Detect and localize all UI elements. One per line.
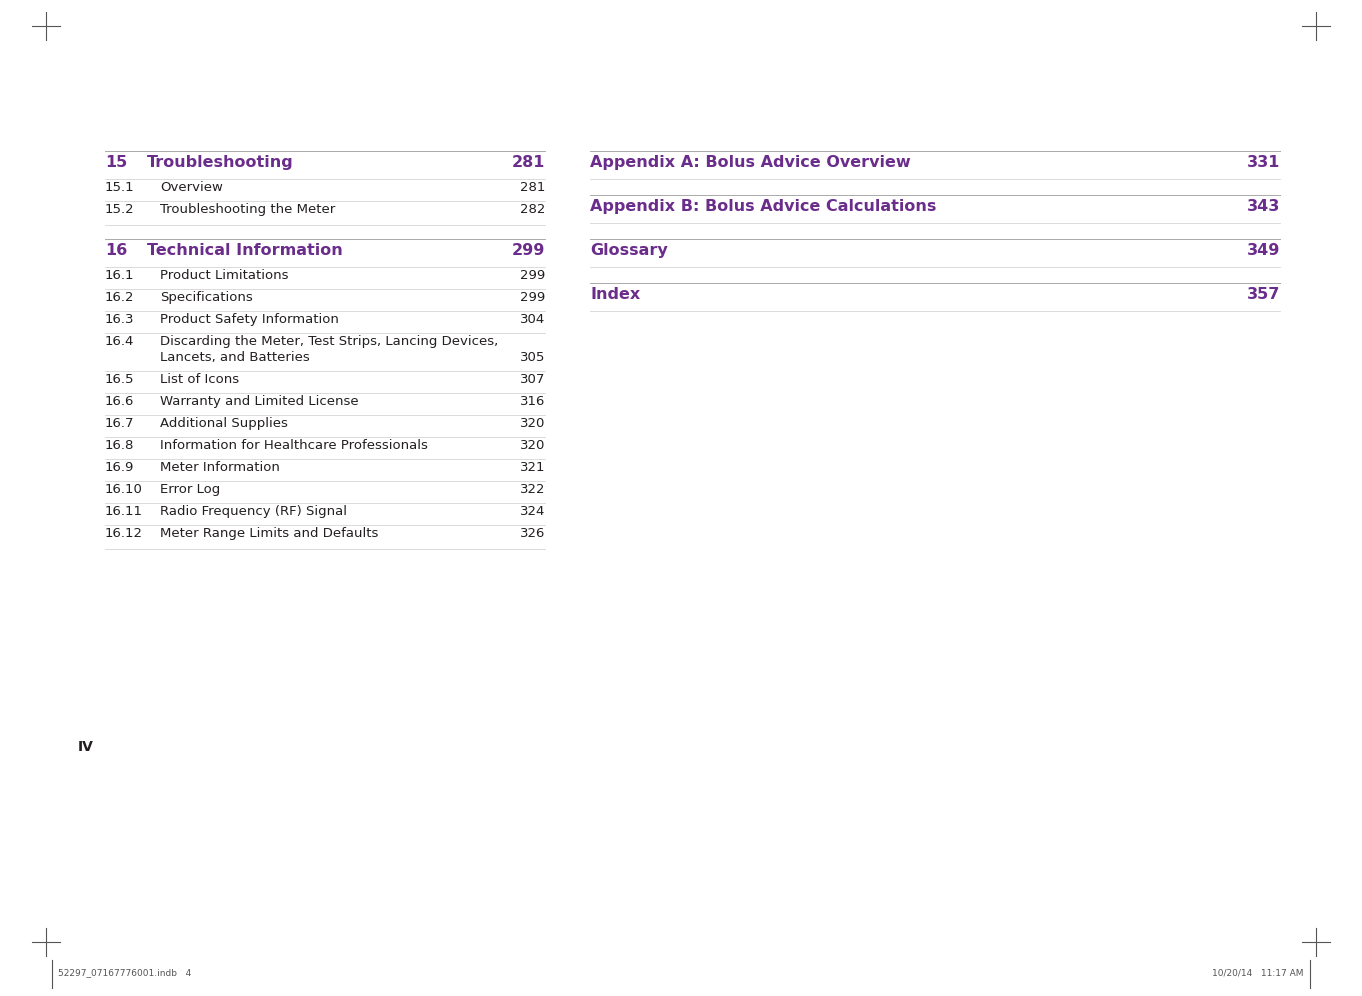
Text: 16.4: 16.4 — [105, 335, 135, 348]
Text: 16.12: 16.12 — [105, 527, 143, 540]
Text: 299: 299 — [520, 269, 545, 282]
Text: 15: 15 — [105, 155, 127, 170]
Text: Troubleshooting: Troubleshooting — [147, 155, 294, 170]
Text: 52297_07167776001.indb   4: 52297_07167776001.indb 4 — [59, 968, 191, 977]
Text: Appendix B: Bolus Advice Calculations: Appendix B: Bolus Advice Calculations — [590, 199, 937, 214]
Text: 16.11: 16.11 — [105, 505, 143, 518]
Text: 299: 299 — [520, 291, 545, 304]
Text: 281: 281 — [512, 155, 545, 170]
Text: 320: 320 — [520, 417, 545, 430]
Text: 349: 349 — [1246, 243, 1280, 258]
Text: 16.5: 16.5 — [105, 373, 135, 386]
Text: 16.3: 16.3 — [105, 313, 135, 326]
Text: 281: 281 — [520, 181, 545, 194]
Text: Information for Healthcare Professionals: Information for Healthcare Professionals — [159, 439, 428, 452]
Text: 321: 321 — [519, 461, 545, 474]
Text: 324: 324 — [520, 505, 545, 518]
Text: Product Safety Information: Product Safety Information — [159, 313, 339, 326]
Text: 307: 307 — [520, 373, 545, 386]
Text: 16.9: 16.9 — [105, 461, 135, 474]
Text: 331: 331 — [1246, 155, 1280, 170]
Text: 15.2: 15.2 — [105, 203, 135, 216]
Text: 305: 305 — [520, 351, 545, 364]
Text: 16.2: 16.2 — [105, 291, 135, 304]
Text: 357: 357 — [1246, 287, 1280, 302]
Text: 320: 320 — [520, 439, 545, 452]
Text: 322: 322 — [519, 483, 545, 496]
Text: 16.10: 16.10 — [105, 483, 143, 496]
Text: Lancets, and Batteries: Lancets, and Batteries — [159, 351, 309, 364]
Text: 10/20/14   11:17 AM: 10/20/14 11:17 AM — [1212, 968, 1303, 977]
Text: Appendix A: Bolus Advice Overview: Appendix A: Bolus Advice Overview — [590, 155, 911, 170]
Text: 16.7: 16.7 — [105, 417, 135, 430]
Text: 299: 299 — [512, 243, 545, 258]
Text: Error Log: Error Log — [159, 483, 221, 496]
Text: Troubleshooting the Meter: Troubleshooting the Meter — [159, 203, 335, 216]
Text: 16: 16 — [105, 243, 127, 258]
Text: 16.1: 16.1 — [105, 269, 135, 282]
Text: 16.8: 16.8 — [105, 439, 135, 452]
Text: Warranty and Limited License: Warranty and Limited License — [159, 395, 358, 408]
Text: 343: 343 — [1246, 199, 1280, 214]
Text: Technical Information: Technical Information — [147, 243, 343, 258]
Text: 282: 282 — [520, 203, 545, 216]
Text: 304: 304 — [520, 313, 545, 326]
Text: Discarding the Meter, Test Strips, Lancing Devices,: Discarding the Meter, Test Strips, Lanci… — [159, 335, 498, 348]
Text: Additional Supplies: Additional Supplies — [159, 417, 287, 430]
Text: Meter Information: Meter Information — [159, 461, 279, 474]
Text: Glossary: Glossary — [590, 243, 667, 258]
Text: 326: 326 — [520, 527, 545, 540]
Text: Radio Frequency (RF) Signal: Radio Frequency (RF) Signal — [159, 505, 347, 518]
Text: IV: IV — [78, 740, 94, 754]
Text: Index: Index — [590, 287, 640, 302]
Text: Product Limitations: Product Limitations — [159, 269, 289, 282]
Text: 15.1: 15.1 — [105, 181, 135, 194]
Text: 16.6: 16.6 — [105, 395, 135, 408]
Text: Specifications: Specifications — [159, 291, 253, 304]
Text: Meter Range Limits and Defaults: Meter Range Limits and Defaults — [159, 527, 379, 540]
Text: 316: 316 — [520, 395, 545, 408]
Text: Overview: Overview — [159, 181, 223, 194]
Text: List of Icons: List of Icons — [159, 373, 240, 386]
